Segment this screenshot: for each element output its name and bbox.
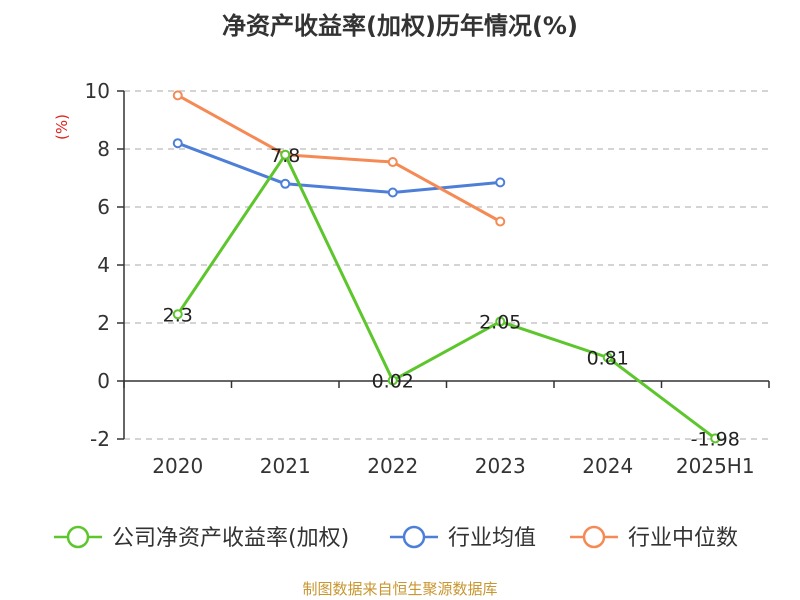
data-point	[172, 309, 183, 320]
y-tick-label: 6	[97, 195, 110, 219]
x-tick-label: 2021	[260, 454, 311, 478]
data-point	[387, 375, 398, 386]
legend-marker-icon	[582, 525, 606, 549]
data-point	[280, 149, 291, 160]
y-tick-label: 10	[85, 79, 110, 103]
y-tick-label: 0	[97, 369, 110, 393]
x-tick-label: 2022	[367, 454, 418, 478]
data-point	[710, 433, 721, 444]
legend[interactable]: 公司净资产收益率(加权) 行业均值 行业中位数	[54, 525, 738, 551]
series-lines	[172, 90, 721, 444]
legend-label: 公司净资产收益率(加权)	[112, 526, 349, 551]
data-point	[387, 157, 398, 168]
legend-item[interactable]: 行业均值	[390, 525, 536, 551]
x-tick-label: 2023	[475, 454, 526, 478]
data-point	[172, 90, 183, 101]
data-point	[387, 187, 398, 198]
series-line	[176, 153, 717, 440]
x-tick-label: 2025H1	[676, 454, 755, 478]
axes: -2 0 2 4 6 8 10 2020 2021 2022 2023 2024 2025H1	[85, 79, 770, 478]
legend-label: 行业均值	[448, 526, 536, 551]
x-tick-label: 2020	[152, 454, 203, 478]
grid-lines	[124, 90, 769, 440]
data-point	[602, 352, 613, 363]
legend-marker-icon	[402, 525, 426, 549]
data-point	[172, 138, 183, 149]
legend-marker-icon	[66, 525, 90, 549]
data-label: 2.05	[479, 312, 521, 334]
legend-item[interactable]: 行业中位数	[570, 525, 738, 551]
data-labels: 2.3 7.8 0.02 2.05 0.81 -1.98	[163, 145, 740, 451]
x-tick-label: 2024	[582, 454, 633, 478]
series-line	[177, 94, 501, 223]
y-tick-label: 4	[97, 253, 110, 277]
legend-item[interactable]: 公司净资产收益率(加权)	[54, 525, 349, 551]
data-label: 2.3	[163, 304, 193, 326]
chart-title: 净资产收益率(加权)历年情况(%)	[222, 12, 578, 40]
y-unit-label: (%)	[53, 114, 71, 140]
legend-label: 行业中位数	[628, 526, 738, 551]
data-point	[495, 216, 506, 227]
y-tick-label: -2	[90, 427, 110, 451]
data-label: 7.8	[270, 145, 300, 167]
y-tick-label: 8	[97, 137, 110, 161]
y-tick-label: 2	[97, 311, 110, 335]
data-label: 0.02	[372, 370, 414, 392]
data-label: -1.98	[691, 428, 740, 450]
series-line	[177, 141, 501, 194]
data-point	[495, 177, 506, 188]
data-point	[280, 178, 291, 189]
source-note: 制图数据来自恒生聚源数据库	[302, 580, 498, 598]
data-label: 0.81	[587, 348, 629, 370]
data-point	[495, 316, 506, 327]
